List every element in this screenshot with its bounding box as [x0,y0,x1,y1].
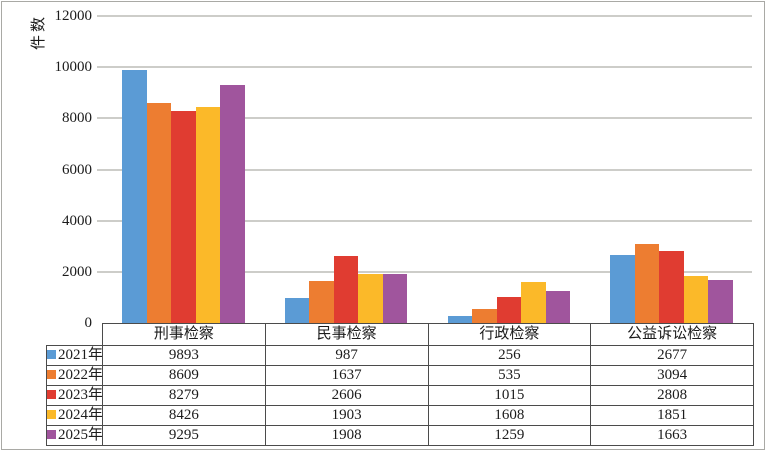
bar [708,280,733,323]
legend-cell: 2021年 [46,345,103,366]
y-axis-tick-labels: 0 2000 4000 6000 8000 10000 12000 [0,8,95,331]
table-row: 2023年 8279 2606 1015 2808 [46,385,754,406]
legend-cell: 2022年 [46,365,103,386]
y-tick-label: 6000 [62,161,92,178]
y-tick-label: 2000 [62,263,92,280]
bar-group-1 [102,16,265,323]
bar [634,243,660,323]
value-cell: 2808 [590,385,754,406]
bar [171,111,196,323]
value-cell: 8279 [102,385,266,406]
legend-label: 2022年 [58,367,103,383]
plot-area [97,15,753,323]
data-table: 刑事检察 民事检察 行政检察 公益诉讼检察 2021年 9893 987 256 2677 202… [46,323,754,446]
legend-cell: 2023年 [46,385,103,406]
table-row: 2025年 9295 1908 1259 1663 [46,425,754,446]
table-row: 2022年 8609 1637 535 3094 [46,365,754,386]
category-header: 民事检察 [264,323,429,346]
bar [659,251,684,323]
value-cell: 987 [264,345,429,366]
legend-swatch [47,430,56,439]
value-cell: 1637 [264,365,429,386]
bar [284,297,310,323]
bar [683,275,709,323]
table-header-row: 刑事检察 民事检察 行政检察 公益诉讼检察 [47,323,754,346]
gridline [97,15,752,17]
value-cell: 2677 [590,345,754,366]
bar [472,309,497,323]
legend-label: 2025年 [58,427,103,443]
category-header: 行政检察 [427,323,592,346]
value-cell: 1903 [264,405,429,426]
bar [220,85,245,323]
value-cell: 9893 [102,345,266,366]
table-corner-cell [47,324,103,346]
bar-group-2 [265,16,428,323]
gridline [97,66,752,69]
value-cell: 1608 [427,405,592,426]
legend-swatch [47,350,56,359]
y-tick-label: 12000 [54,8,93,24]
table-row: 2021年 9893 987 256 2677 [46,345,754,366]
value-cell: 1851 [590,405,754,426]
gridline [97,117,752,120]
bar [447,316,473,323]
y-tick-label: 4000 [62,212,92,229]
y-tick-label: 8000 [62,110,92,127]
bar [122,69,147,323]
legend-swatch [47,370,56,379]
y-tick-label: 10000 [54,59,93,76]
bar [333,256,359,323]
legend-cell: 2024年 [46,405,103,426]
gridline [97,168,752,171]
bar [545,290,571,323]
table-row: 2024年 8426 1903 1608 1851 [46,405,754,426]
value-cell: 8426 [102,405,266,426]
bar [521,281,546,323]
bar-group-3 [428,16,591,323]
value-cell: 1259 [427,425,592,446]
bar [382,274,408,323]
legend-cell: 2025年 [46,425,103,446]
value-cell: 1908 [264,425,429,446]
value-cell: 8609 [102,365,266,386]
gridline [97,270,752,273]
gridline [97,219,752,222]
value-cell: 9295 [102,425,266,446]
value-cell: 535 [427,365,592,386]
legend-swatch [47,410,56,419]
value-cell: 3094 [590,365,754,386]
value-cell: 2606 [264,385,429,406]
value-cell: 1015 [427,385,592,406]
bar [496,297,522,323]
category-header: 公益诉讼检察 [590,323,754,346]
legend-swatch [47,390,56,399]
legend-label: 2024年 [58,407,103,423]
bar [610,254,635,323]
y-tick-label: 0 [84,315,93,331]
category-header: 刑事检察 [102,323,266,346]
legend-label: 2021年 [58,347,103,363]
bar [146,102,172,323]
bar-group-4 [590,16,753,323]
bar [358,274,383,323]
bar [309,281,334,323]
value-cell: 256 [427,345,592,366]
bar [195,107,221,323]
legend-label: 2023年 [58,387,103,403]
value-cell: 1663 [590,425,754,446]
